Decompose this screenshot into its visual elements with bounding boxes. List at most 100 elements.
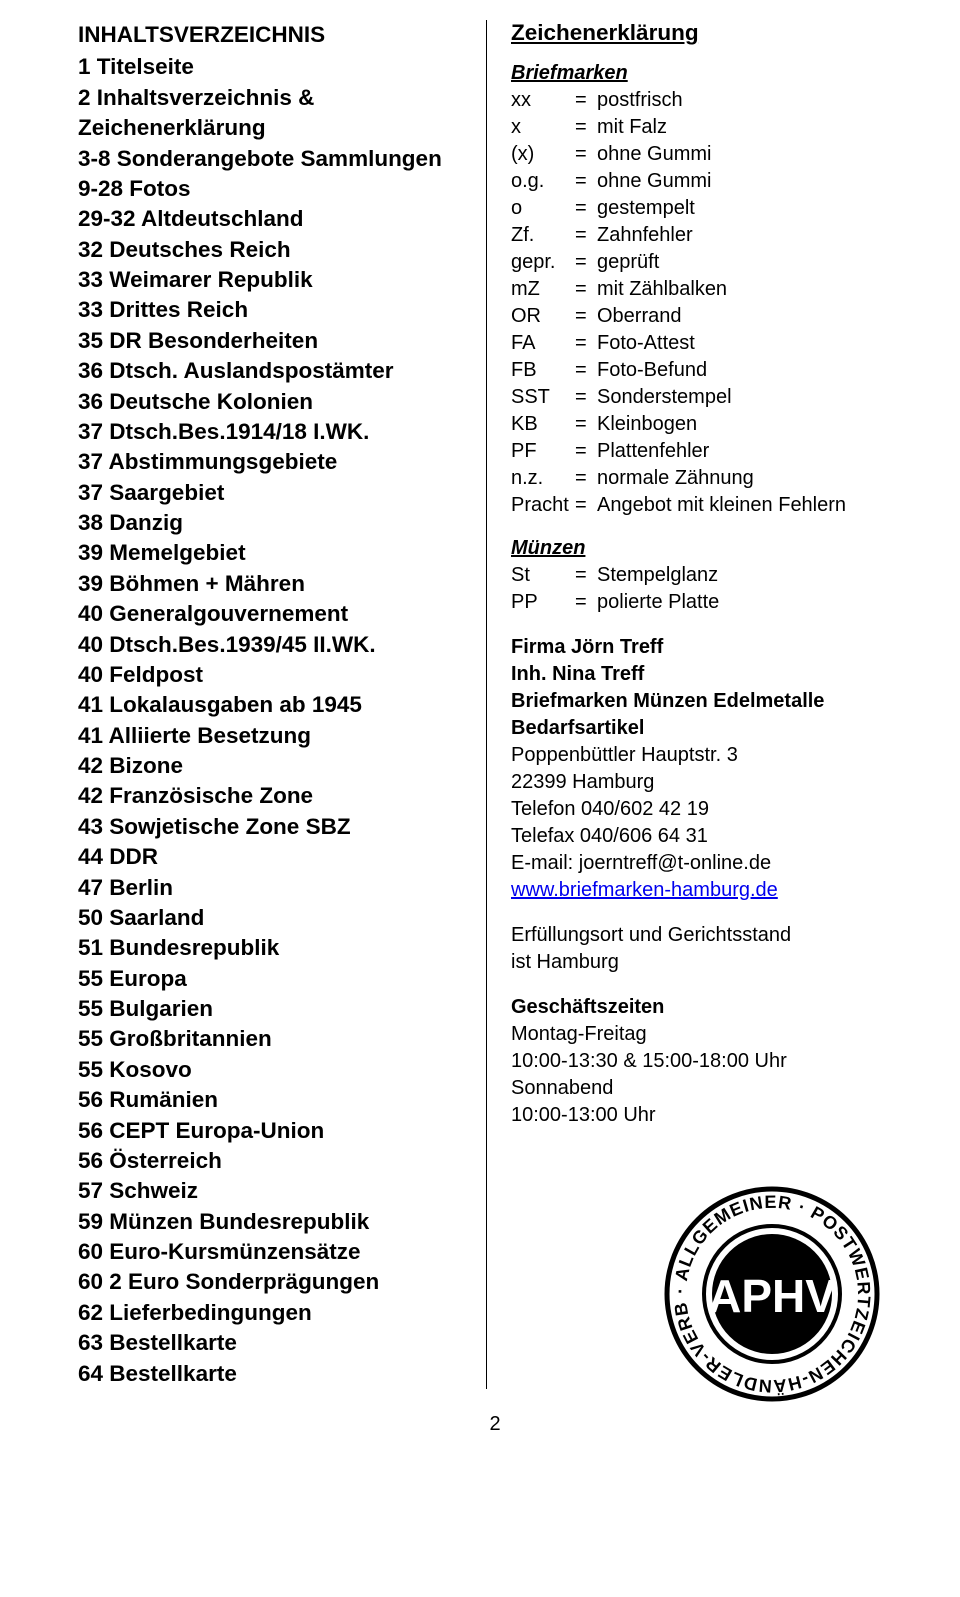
toc-line: 2 Inhaltsverzeichnis & Zeichenerklärung [78, 83, 468, 144]
toc-line: 33 Drittes Reich [78, 295, 468, 325]
phone: Telefon 040/602 42 19 [511, 796, 912, 823]
legend-equals: = [575, 330, 597, 357]
toc-line: 32 Deutsches Reich [78, 235, 468, 265]
legend-row: KB=Kleinbogen [511, 411, 912, 438]
legend-abbr: Zf. [511, 222, 575, 249]
toc-line: 9-28 Fotos [78, 174, 468, 204]
legend-abbr: o.g. [511, 168, 575, 195]
legend-row: OR=Oberrand [511, 303, 912, 330]
legend-equals: = [575, 411, 597, 438]
toc-line: 57 Schweiz [78, 1176, 468, 1206]
legend-row: x=mit Falz [511, 114, 912, 141]
muenzen-heading: Münzen [511, 537, 912, 560]
toc-line: 50 Saarland [78, 903, 468, 933]
toc-line: 40 Generalgouvernement [78, 599, 468, 629]
fax: Telefax 040/606 64 31 [511, 823, 912, 850]
toc-line: 62 Lieferbedingungen [78, 1298, 468, 1328]
legend-abbr: mZ [511, 276, 575, 303]
legend-row: PP=polierte Platte [511, 589, 912, 616]
legend-definition: Oberrand [597, 303, 912, 330]
legend-equals: = [575, 438, 597, 465]
legend-definition: Foto-Befund [597, 357, 912, 384]
legend-definition: Kleinbogen [597, 411, 912, 438]
toc-line: 37 Dtsch.Bes.1914/18 I.WK. [78, 417, 468, 447]
hours-line-3: Sonnabend [511, 1075, 912, 1102]
legend-abbr: PF [511, 438, 575, 465]
legend-row: Pracht=Angebot mit kleinen Fehlern [511, 492, 912, 519]
toc-line: 51 Bundesrepublik [78, 933, 468, 963]
toc-line: 36 Deutsche Kolonien [78, 387, 468, 417]
toc-line: 38 Danzig [78, 508, 468, 538]
hours-heading: Geschäftszeiten [511, 994, 912, 1021]
legend-row: PF=Plattenfehler [511, 438, 912, 465]
legend-equals: = [575, 141, 597, 168]
toc-line: 42 Bizone [78, 751, 468, 781]
legend-abbr: KB [511, 411, 575, 438]
owner-name: Inh. Nina Treff [511, 661, 912, 688]
email-line: E-mail: joerntreff@t-online.de [511, 850, 912, 877]
hours-line-1: Montag-Freitag [511, 1021, 912, 1048]
address-line-2: 22399 Hamburg [511, 769, 912, 796]
legend-equals: = [575, 357, 597, 384]
toc-line: 29-32 Altdeutschland [78, 204, 468, 234]
legend-abbr: gepr. [511, 249, 575, 276]
toc-line: 64 Bestellkarte [78, 1359, 468, 1389]
legend-row: o.g.=ohne Gummi [511, 168, 912, 195]
toc-line: 63 Bestellkarte [78, 1328, 468, 1358]
legend-abbr: FB [511, 357, 575, 384]
toc-line: 56 Österreich [78, 1146, 468, 1176]
legend-row: gepr.=geprüft [511, 249, 912, 276]
page-number: 2 [78, 1413, 912, 1436]
toc-line: 37 Abstimmungsgebiete [78, 447, 468, 477]
legend-definition: Stempelglanz [597, 562, 912, 589]
jurisdiction-line-1: Erfüllungsort und Gerichtsstand [511, 922, 912, 949]
legend-equals: = [575, 562, 597, 589]
legend-row: St=Stempelglanz [511, 562, 912, 589]
legend-abbr: OR [511, 303, 575, 330]
toc-line: 56 CEPT Europa-Union [78, 1116, 468, 1146]
jurisdiction-line-2: ist Hamburg [511, 949, 912, 976]
briefmarken-heading: Briefmarken [511, 62, 912, 85]
legend-definition: polierte Platte [597, 589, 912, 616]
toc-line: 44 DDR [78, 842, 468, 872]
toc-line: 3-8 Sonderangebote Sammlungen [78, 144, 468, 174]
legend-equals: = [575, 114, 597, 141]
aphv-seal-icon: · ALLGEMEINER · POSTWERTZEICHEN-HÄNDLER-… [662, 1184, 882, 1404]
toc-line: 36 Dtsch. Auslandspostämter [78, 356, 468, 386]
website-link[interactable]: www.briefmarken-hamburg.de [511, 879, 778, 901]
toc-line: 47 Berlin [78, 873, 468, 903]
hours-line-2: 10:00-13:30 & 15:00-18:00 Uhr [511, 1048, 912, 1075]
legend-row: FB=Foto-Befund [511, 357, 912, 384]
legend-definition: ohne Gummi [597, 141, 912, 168]
legend-abbr: o [511, 195, 575, 222]
toc-column: INHALTSVERZEICHNIS 1 Titelseite2 Inhalts… [78, 20, 486, 1389]
toc-line: 40 Dtsch.Bes.1939/45 II.WK. [78, 630, 468, 660]
legend-abbr: PP [511, 589, 575, 616]
legend-row: FA=Foto-Attest [511, 330, 912, 357]
legend-row: Zf.=Zahnfehler [511, 222, 912, 249]
legend-row: n.z.=normale Zähnung [511, 465, 912, 492]
legend-definition: Zahnfehler [597, 222, 912, 249]
legend-row: SST=Sonderstempel [511, 384, 912, 411]
toc-line: 56 Rumänien [78, 1085, 468, 1115]
legend-equals: = [575, 492, 597, 519]
legend-heading: Zeichenerklärung [511, 20, 912, 46]
legend-equals: = [575, 87, 597, 114]
legend-definition: mit Zählbalken [597, 276, 912, 303]
toc-line: 41 Alliierte Besetzung [78, 721, 468, 751]
legend-definition: postfrisch [597, 87, 912, 114]
toc-line: 60 Euro-Kursmünzensätze [78, 1237, 468, 1267]
muenzen-legend: St=StempelglanzPP=polierte Platte [511, 562, 912, 616]
legend-definition: normale Zähnung [597, 465, 912, 492]
legend-definition: Sonderstempel [597, 384, 912, 411]
toc-line: 37 Saargebiet [78, 478, 468, 508]
toc-line: 42 Französische Zone [78, 781, 468, 811]
toc-line: 55 Kosovo [78, 1055, 468, 1085]
legend-abbr: SST [511, 384, 575, 411]
legend-abbr: xx [511, 87, 575, 114]
legend-definition: gestempelt [597, 195, 912, 222]
toc-line: 35 DR Besonderheiten [78, 326, 468, 356]
hours-line-4: 10:00-13:00 Uhr [511, 1102, 912, 1129]
legend-abbr: Pracht [511, 492, 575, 519]
toc-line: 40 Feldpost [78, 660, 468, 690]
